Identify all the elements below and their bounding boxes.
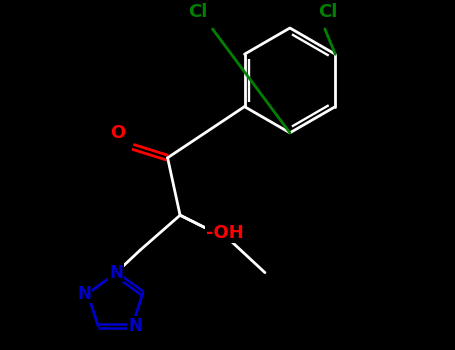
Text: N: N (78, 285, 91, 303)
Text: N: N (109, 264, 123, 282)
Text: N: N (128, 317, 142, 335)
Text: -OH: -OH (206, 224, 244, 242)
Text: Cl: Cl (188, 2, 207, 21)
Text: Cl: Cl (318, 2, 337, 21)
Text: O: O (110, 124, 125, 142)
